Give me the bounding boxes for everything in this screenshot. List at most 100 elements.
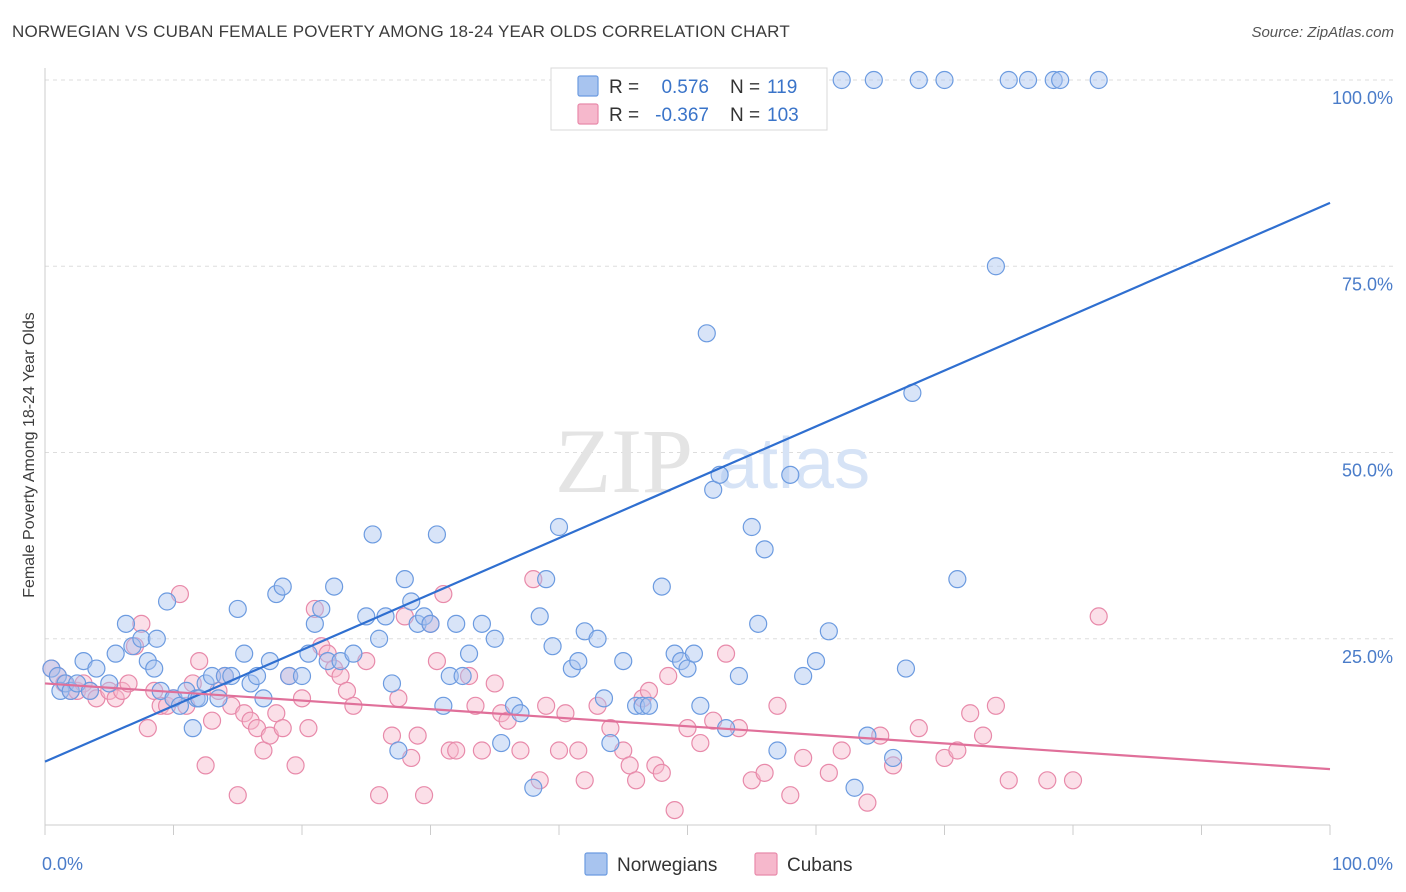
cubans-point <box>549 741 569 760</box>
norwegians-point <box>292 666 312 686</box>
cubans-point <box>325 659 344 678</box>
norwegians-point <box>312 599 331 619</box>
cubans-point <box>273 719 292 738</box>
cubans-point <box>132 614 151 633</box>
norwegians-point <box>569 651 588 671</box>
norwegians-point <box>1051 70 1070 90</box>
cubans-point <box>601 719 620 738</box>
norwegians-point <box>472 614 491 633</box>
cubans-point <box>414 786 434 805</box>
cubans-point <box>530 771 549 790</box>
cubans-point <box>1038 771 1057 790</box>
norwegians-point <box>601 733 620 753</box>
cubans-point <box>659 666 678 686</box>
cubans-point <box>1089 607 1108 626</box>
legend-r-value: -0.367 <box>655 105 709 126</box>
norwegians-point <box>363 525 382 544</box>
norwegians-point <box>883 748 903 768</box>
cubans-point <box>909 719 928 738</box>
norwegians-point <box>440 666 459 686</box>
cubans-point <box>511 741 530 760</box>
cubans-point <box>652 763 671 782</box>
norwegians-point <box>999 70 1018 90</box>
norwegians-point <box>147 629 166 648</box>
cubans-point <box>633 689 652 708</box>
legend-swatch <box>577 103 599 125</box>
grid-lines <box>45 79 1395 640</box>
norwegians-point <box>42 659 61 678</box>
chart-title: NORWEGIAN VS CUBAN FEMALE POVERTY AMONG … <box>12 22 790 41</box>
cubans-point <box>466 696 485 715</box>
x-tick-label: 100.0% <box>1332 854 1393 874</box>
cubans-point <box>370 786 389 805</box>
norwegians-point <box>145 659 164 678</box>
cubans-point <box>299 719 318 738</box>
norwegians-point <box>485 629 504 648</box>
norwegians-point <box>588 629 607 648</box>
norwegians-point <box>511 704 530 723</box>
cubans-point <box>196 756 215 775</box>
norwegians-point <box>729 666 749 686</box>
norwegians-point <box>537 570 556 589</box>
norwegians-point <box>549 517 569 537</box>
norwegians-point <box>794 666 813 686</box>
norwegians-point <box>183 719 202 738</box>
cubans-point <box>794 748 813 768</box>
cubans-point <box>292 689 312 708</box>
norwegians-point <box>1044 70 1063 90</box>
y-tick-label: 50.0% <box>1342 461 1393 481</box>
norwegians-point <box>106 644 125 663</box>
cubans-point <box>569 741 588 760</box>
cubans-point <box>626 771 646 790</box>
norwegians-point <box>832 70 851 90</box>
norwegians-point <box>755 540 774 559</box>
tick-labels: 25.0% 50.0% 75.0% 100.0% 0.0% 100.0% <box>42 88 1393 874</box>
y-axis-label: Female Poverty Among 18-24 Year Olds <box>21 312 38 598</box>
norwegians-point <box>639 696 659 715</box>
cubans-point <box>858 793 877 812</box>
cubans-point <box>755 763 774 782</box>
norwegians-point <box>806 651 826 671</box>
legend-n-label: N = <box>730 77 760 98</box>
bottom-legend-swatch <box>754 852 778 876</box>
norwegians-point <box>562 659 581 678</box>
cubans-point <box>588 696 607 715</box>
norwegians-point <box>1018 70 1038 90</box>
norwegians-point <box>325 577 344 596</box>
norwegians-point <box>594 689 614 708</box>
legend-r-label: R = <box>609 77 639 98</box>
cubans-point <box>537 696 556 715</box>
cubans-point <box>447 741 466 760</box>
cubans-point <box>961 704 980 723</box>
cubans-point <box>440 741 459 760</box>
norwegians-point <box>819 622 838 641</box>
norwegians-point <box>864 70 883 90</box>
norwegians-point <box>157 592 177 611</box>
bottom-legend-swatch <box>584 852 608 876</box>
norwegians-point <box>1089 70 1108 90</box>
norwegians-point <box>626 696 646 715</box>
legend-n-value: 119 <box>767 77 797 98</box>
norwegians-point <box>742 517 761 537</box>
watermark-atlas: atlas <box>718 424 870 504</box>
norwegians-point <box>273 577 292 596</box>
norwegians-point <box>87 659 106 678</box>
norwegians-point <box>344 644 363 663</box>
trend-lines <box>44 201 1331 771</box>
cubans-point <box>190 651 209 671</box>
chart-source: Source: ZipAtlas.com <box>1251 24 1394 41</box>
norwegians-point <box>652 577 671 596</box>
cubans-point <box>459 666 479 686</box>
cubans-point <box>427 651 447 671</box>
norwegians-point <box>845 778 864 797</box>
cubans-point <box>665 800 684 820</box>
axes <box>44 68 1331 835</box>
norwegians-point <box>986 257 1006 276</box>
norwegians-point <box>116 614 136 633</box>
norwegians-point <box>530 607 549 626</box>
cubans-point <box>408 726 427 745</box>
cubans-point <box>999 771 1018 790</box>
y-tick-label: 100.0% <box>1332 88 1393 108</box>
norwegians-point <box>370 629 389 648</box>
norwegians-point <box>138 651 157 671</box>
